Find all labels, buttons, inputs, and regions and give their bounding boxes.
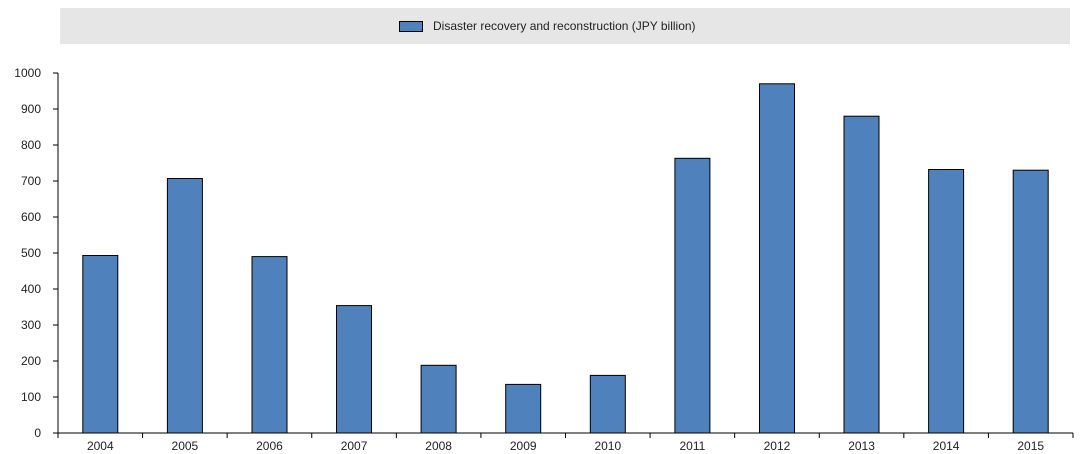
- x-tick-label: 2008: [425, 439, 452, 453]
- bar-2013: [843, 115, 880, 434]
- bar-2015: [1012, 169, 1049, 434]
- x-tick-label: 2004: [87, 439, 114, 453]
- bar-2007: [336, 305, 372, 434]
- y-tick-label: 400: [21, 282, 41, 296]
- x-tick-label: 2005: [172, 439, 199, 453]
- y-tick-label: 800: [21, 138, 41, 152]
- bar-2008: [420, 364, 457, 434]
- x-tick-label: 2007: [341, 439, 368, 453]
- bar-2011: [674, 157, 711, 434]
- y-tick-label: 600: [21, 210, 41, 224]
- x-tick-label: 2015: [1017, 439, 1044, 453]
- bar-2014: [928, 169, 965, 434]
- x-tick-label: 2006: [256, 439, 283, 453]
- legend-swatch: [399, 20, 423, 32]
- y-tick-label: 200: [21, 354, 41, 368]
- x-tick-label: 2012: [764, 439, 791, 453]
- bar-2004: [82, 255, 119, 434]
- y-tick-label: 300: [21, 318, 41, 332]
- bar-2005: [166, 178, 203, 434]
- y-tick-label: 100: [21, 390, 41, 404]
- bar-2012: [759, 83, 795, 434]
- x-tick-label: 2014: [933, 439, 960, 453]
- legend-item: Disaster recovery and reconstruction (JP…: [399, 18, 696, 34]
- y-tick-label: 900: [21, 102, 41, 116]
- y-tick-label: 1000: [14, 66, 41, 80]
- x-tick-label: 2011: [679, 439, 705, 453]
- y-tick-label: 0: [34, 426, 41, 440]
- axes-group: [57, 73, 1073, 434]
- legend: Disaster recovery and reconstruction (JP…: [60, 8, 1070, 44]
- y-axis-ticks: 0 100 200 300 400 500 600 700 800 900 1000: [14, 66, 58, 440]
- x-tick-label: 2009: [510, 439, 537, 453]
- y-tick-label: 700: [21, 174, 41, 188]
- legend-label: Disaster recovery and reconstruction (JP…: [433, 19, 696, 33]
- bar-2010: [589, 374, 626, 434]
- y-tick-label: 500: [21, 246, 41, 260]
- bars-group: [82, 83, 1049, 434]
- bar-2009: [505, 383, 542, 434]
- x-tick-label: 2010: [594, 439, 621, 453]
- x-axis-ticks: 2004 2005 2006 2007 2008 2009 2010 2011 2012 2013…: [57, 433, 1074, 453]
- x-tick-label: 2013: [848, 439, 875, 453]
- bar-2006: [251, 256, 288, 434]
